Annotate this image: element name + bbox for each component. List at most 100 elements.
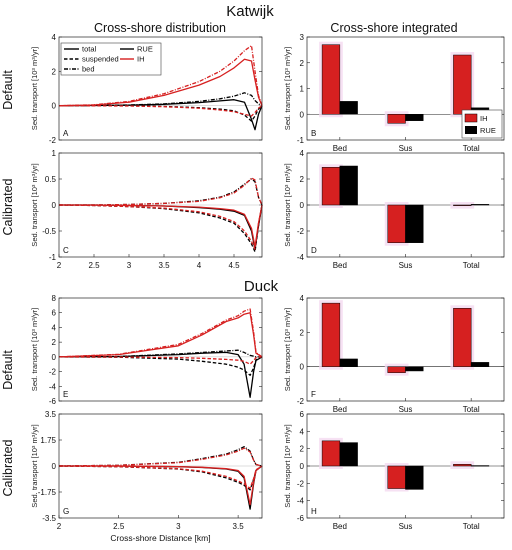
x-tick-label: 3 [176,522,181,531]
y-tick-label: -4 [297,253,305,262]
y-axis-label: Sed. transport [10³ m³/yr] [30,308,39,391]
x-tick-label: 3 [127,261,132,270]
panel-d: -4 -2 0 2 4 Sed. transport [10³ m³/yr] Bed Sus T… [283,149,505,270]
panel-h: -6 -4 -2 0 2 4 6 Sed. transport [10³ m³/yr] Bed S… [283,410,505,531]
y-axis-label: Sed. transport [10³ m³/yr] [283,424,292,507]
bar-rue-total [470,204,490,206]
y-tick-label: 0.5 [45,175,57,184]
panel-letter: A [63,129,69,138]
series-line-rue-suspended [58,356,263,376]
x-tick-label: 4.5 [228,261,240,270]
bar-ih-total [453,464,472,467]
legend-swatch-ih [464,113,478,123]
series-line-ih-suspended [58,105,263,117]
x-tick-label: 3.5 [233,522,245,531]
x-tick-label: 2 [57,522,62,531]
y-tick-label: -1.75 [38,488,57,497]
series-line-ih-suspended [58,204,263,250]
y-tick-label: 4 [52,323,57,332]
y-tick-label: -2 [297,479,305,488]
bar-rue-bed [339,165,358,206]
panel-letter: B [311,129,316,138]
y-axis-label: Sed. transport [10³ m³/yr] [283,47,292,130]
y-axis-label: Sed. transport [10³ m³/yr] [30,47,39,130]
bar-ih-bed [321,44,341,115]
x-tick-label: 2.5 [88,261,100,270]
bar-rue-bed [339,442,358,467]
chart-panels: -2 0 2 4 Sed. transport [10³ m³/yr] A -1 0 1 2 3 Se… [30,33,505,543]
x-tick-label: Total [463,144,480,153]
panel-b: -1 0 1 2 3 Sed. transport [10³ m³/yr] Bed Sus To… [283,33,505,153]
bar-ih-sus [387,465,406,489]
y-tick-label: -6 [49,397,57,406]
x-tick-label: Bed [333,405,347,414]
y-tick-label: -3.5 [42,514,56,523]
panel-letter: F [311,390,316,399]
y-tick-label: -0.5 [42,227,56,236]
column-title-distribution: Cross-shore distribution [94,21,226,35]
section-title-katwijk: Katwijk [226,3,274,20]
y-tick-label: 2 [300,175,305,184]
series-line-ih-bed [59,177,263,206]
y-tick-label: -4 [297,497,305,506]
column-title-integrated: Cross-shore integrated [330,21,457,35]
bar-rue-sus [405,114,424,121]
plot-frame [58,413,263,519]
plot-frame [306,297,505,402]
y-tick-label: 4 [300,149,305,158]
series-line-rue-suspended [59,105,263,122]
panel-letter: H [311,507,317,516]
plot-frame [58,297,263,402]
bar-rue-bed [339,358,358,367]
bar-ih-sus [387,204,406,243]
y-tick-label: 8 [52,294,57,303]
x-tick-label: 2.5 [113,522,125,531]
x-tick-label: Sus [399,522,413,531]
bar-ih-sus [387,114,406,124]
x-tick-label: Bed [333,144,347,153]
y-tick-label: 2 [300,445,305,454]
legend-label-suspended: suspended [82,55,119,64]
bar-rue-sus [405,366,424,372]
bar-rue-sus [405,465,424,490]
y-tick-label: 1 [300,85,305,94]
y-tick-label: 3.5 [45,410,57,419]
series-line-ih-suspended [58,356,263,365]
y-tick-label: 2 [300,328,305,337]
x-tick-label: 4 [197,261,202,270]
series-line-ih-total [59,465,263,506]
bar-ih-bed [321,440,341,467]
y-tick-label: -4 [49,382,57,391]
y-tick-label: -2 [297,397,305,406]
y-tick-label: -1 [49,253,57,262]
y-tick-label: 0 [300,462,305,471]
panel-e: -6 -4 -2 0 2 4 6 8 Sed. transport [10³ m³/yr] E [30,294,263,406]
series-line-rue-bed [58,349,262,358]
x-tick-label: Total [463,522,480,531]
bar-rue-total [470,362,490,367]
x-tick-label: Total [463,261,480,270]
x-tick-label: Bed [333,261,347,270]
y-tick-label: 0 [52,462,57,471]
y-tick-label: 3 [300,33,305,42]
panel-letter: E [63,390,68,399]
series-line-ih-total [58,58,263,107]
legend-label-rue: RUE [480,126,496,135]
x-tick-label: Sus [399,405,413,414]
panel-c: -1 -0.5 0 0.5 1 Sed. transport [10³ m³/yr] 2 2.… [30,149,263,270]
series-line-ih-bed [58,44,263,107]
y-tick-label: 0 [300,363,305,372]
y-tick-label: 4 [52,33,57,42]
y-tick-label: 0 [300,110,305,119]
legend-label-total: total [82,45,97,54]
legend-label-bed: bed [82,65,95,74]
legend-label-ih: IH [480,114,488,123]
series-line-rue-suspended [58,204,263,253]
series-line-ih-bed [58,308,263,358]
y-tick-label: 2 [52,338,57,347]
x-tick-label: Sus [399,144,413,153]
y-axis-label: Sed. transport [10³ m³/yr] [283,163,292,246]
y-tick-label: 0 [300,201,305,210]
row-label-katwijk-default: Default [1,70,15,110]
bar-ih-total [453,204,472,206]
